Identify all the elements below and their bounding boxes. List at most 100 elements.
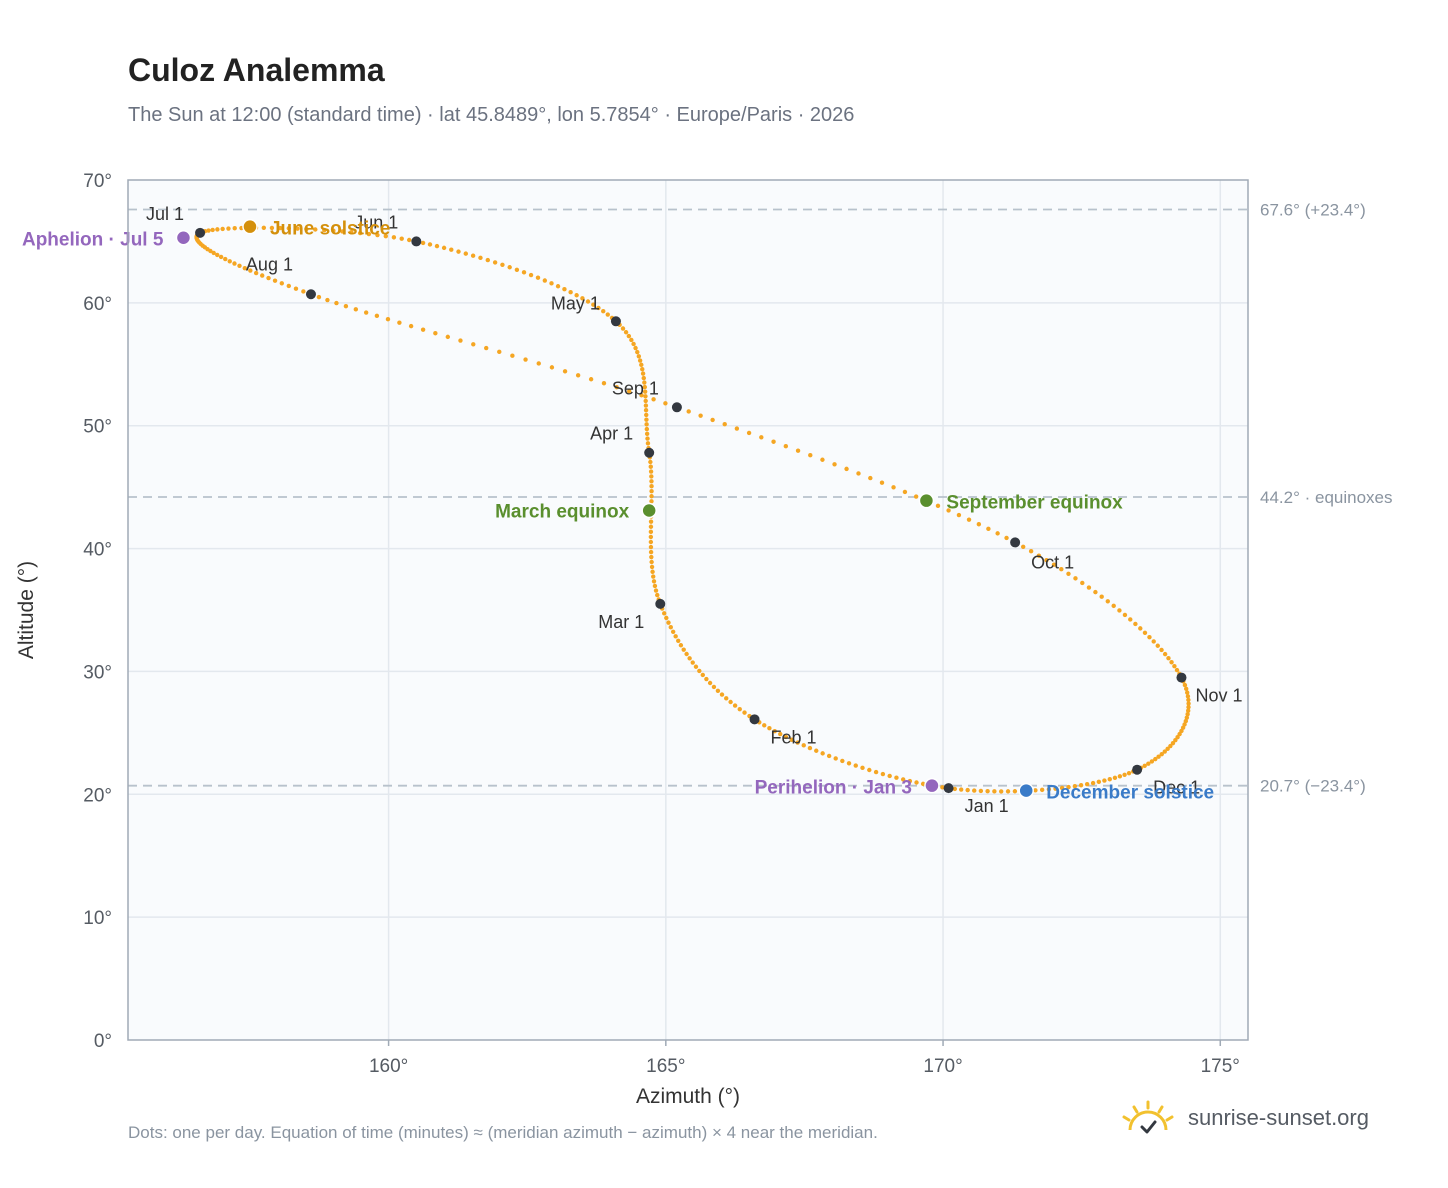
daily-dot bbox=[655, 592, 660, 598]
daily-dot bbox=[681, 647, 686, 652]
daily-dot bbox=[286, 283, 291, 289]
daily-dot bbox=[636, 354, 642, 359]
reference-line-label: 44.2° · equinoxes bbox=[1260, 488, 1393, 507]
daily-dot bbox=[648, 524, 654, 529]
daily-dot bbox=[666, 620, 671, 625]
daily-dot bbox=[958, 787, 964, 792]
daily-dot bbox=[778, 731, 783, 737]
daily-dot bbox=[1059, 567, 1064, 572]
daily-dot bbox=[651, 579, 657, 584]
daily-dot bbox=[1080, 580, 1085, 586]
daily-dot bbox=[704, 676, 709, 682]
daily-dot bbox=[591, 302, 596, 307]
daily-dot bbox=[313, 227, 318, 232]
daily-dot bbox=[1093, 589, 1098, 595]
daily-dot bbox=[555, 284, 561, 289]
y-tick-label: 30° bbox=[83, 662, 112, 683]
daily-dot bbox=[907, 778, 913, 784]
sun-logo-icon bbox=[1122, 1100, 1174, 1134]
daily-dot bbox=[1184, 715, 1190, 720]
daily-dot bbox=[363, 310, 369, 315]
daily-dot bbox=[601, 381, 607, 386]
daily-dot bbox=[357, 230, 363, 236]
daily-dot bbox=[1053, 786, 1058, 791]
daily-dot bbox=[470, 253, 476, 258]
daily-dot bbox=[668, 625, 673, 630]
daily-dot bbox=[1090, 780, 1096, 786]
daily-dot bbox=[867, 767, 872, 773]
daily-dot bbox=[433, 331, 438, 336]
daily-dot bbox=[1180, 725, 1186, 730]
daily-dot bbox=[840, 758, 845, 764]
daily-dot bbox=[549, 365, 555, 370]
daily-dot bbox=[218, 254, 224, 260]
brand-name[interactable]: sunrise-sunset.org bbox=[1188, 1105, 1369, 1130]
event-label: Perihelion · Jan 3 bbox=[755, 778, 912, 799]
month-marker-label: Nov 1 bbox=[1195, 686, 1242, 706]
daily-dot bbox=[210, 227, 215, 233]
daily-dot bbox=[215, 252, 220, 258]
daily-dot bbox=[1107, 777, 1112, 782]
daily-dot bbox=[549, 281, 554, 286]
daily-dot bbox=[1059, 785, 1065, 791]
daily-dot bbox=[856, 471, 861, 476]
daily-dot bbox=[471, 342, 476, 347]
daily-dot bbox=[690, 660, 695, 665]
daily-dot bbox=[510, 353, 515, 358]
daily-dot bbox=[684, 651, 689, 657]
daily-dot bbox=[391, 235, 397, 240]
daily-dot bbox=[789, 737, 794, 742]
daily-dot bbox=[1182, 722, 1187, 727]
daily-dot bbox=[588, 377, 594, 382]
daily-dot bbox=[536, 361, 541, 366]
daily-dot bbox=[325, 297, 330, 303]
month-marker-label: May 1 bbox=[551, 293, 600, 313]
daily-dot bbox=[1162, 651, 1168, 657]
daily-dot bbox=[795, 448, 801, 453]
daily-dot bbox=[1051, 562, 1057, 567]
daily-dot bbox=[772, 728, 777, 734]
daily-dot bbox=[1066, 784, 1071, 790]
daily-dot bbox=[1147, 634, 1152, 640]
daily-dot bbox=[985, 788, 990, 794]
x-tick-label: 160° bbox=[369, 1056, 408, 1077]
daily-dot bbox=[966, 517, 972, 522]
daily-dot bbox=[640, 367, 645, 372]
daily-dot bbox=[1186, 704, 1191, 710]
x-tick-label: 175° bbox=[1201, 1056, 1240, 1077]
daily-dot bbox=[605, 312, 610, 317]
daily-dot bbox=[206, 228, 211, 233]
month-marker-label: Jul 1 bbox=[146, 204, 184, 224]
daily-dot bbox=[914, 780, 919, 785]
daily-dot bbox=[663, 401, 668, 406]
daily-dot bbox=[771, 439, 776, 444]
daily-dot bbox=[653, 588, 659, 593]
daily-dot bbox=[286, 226, 291, 231]
daily-dot bbox=[648, 549, 654, 555]
daily-dot bbox=[1186, 701, 1191, 706]
brand-logo[interactable]: sunrise-sunset.org bbox=[1120, 1100, 1369, 1136]
reference-line-label: 67.6° (+23.4°) bbox=[1260, 200, 1366, 219]
x-tick-label: 170° bbox=[923, 1056, 962, 1077]
daily-dot bbox=[649, 494, 654, 499]
daily-dot bbox=[484, 345, 489, 351]
daily-dot bbox=[678, 643, 684, 648]
daily-dot bbox=[724, 696, 729, 701]
daily-dot bbox=[707, 680, 713, 686]
daily-dot bbox=[434, 243, 440, 249]
daily-dot bbox=[349, 229, 354, 235]
daily-dot bbox=[972, 788, 977, 793]
daily-dot bbox=[643, 394, 648, 399]
daily-dot bbox=[633, 345, 638, 351]
daily-dot bbox=[1122, 612, 1128, 618]
daily-dot bbox=[1117, 608, 1122, 613]
daily-dot bbox=[801, 743, 806, 748]
daily-dot bbox=[366, 231, 372, 237]
daily-dot bbox=[639, 362, 644, 368]
daily-dot bbox=[913, 494, 919, 499]
daily-dot bbox=[1186, 697, 1191, 703]
daily-dot bbox=[242, 265, 247, 271]
daily-dot bbox=[322, 227, 327, 233]
daily-dot bbox=[649, 474, 654, 479]
